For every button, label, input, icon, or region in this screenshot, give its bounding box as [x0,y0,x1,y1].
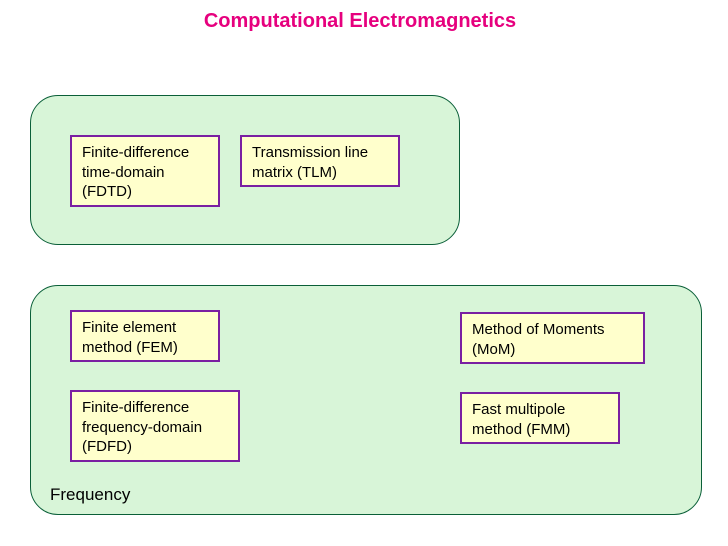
box-fdtd: Finite-difference time-domain (FDTD) [70,135,220,207]
box-mom: Method of Moments (MoM) [460,312,645,364]
box-fem: Finite element method (FEM) [70,310,220,362]
box-fmm: Fast multipole method (FMM) [460,392,620,444]
box-fdfd: Finite-difference frequency-domain (FDFD… [70,390,240,462]
panel-label-frequency: Frequency [50,485,130,505]
diagram-title: Computational Electromagnetics [180,10,540,33]
box-tlm: Transmission line matrix (TLM) [240,135,400,187]
